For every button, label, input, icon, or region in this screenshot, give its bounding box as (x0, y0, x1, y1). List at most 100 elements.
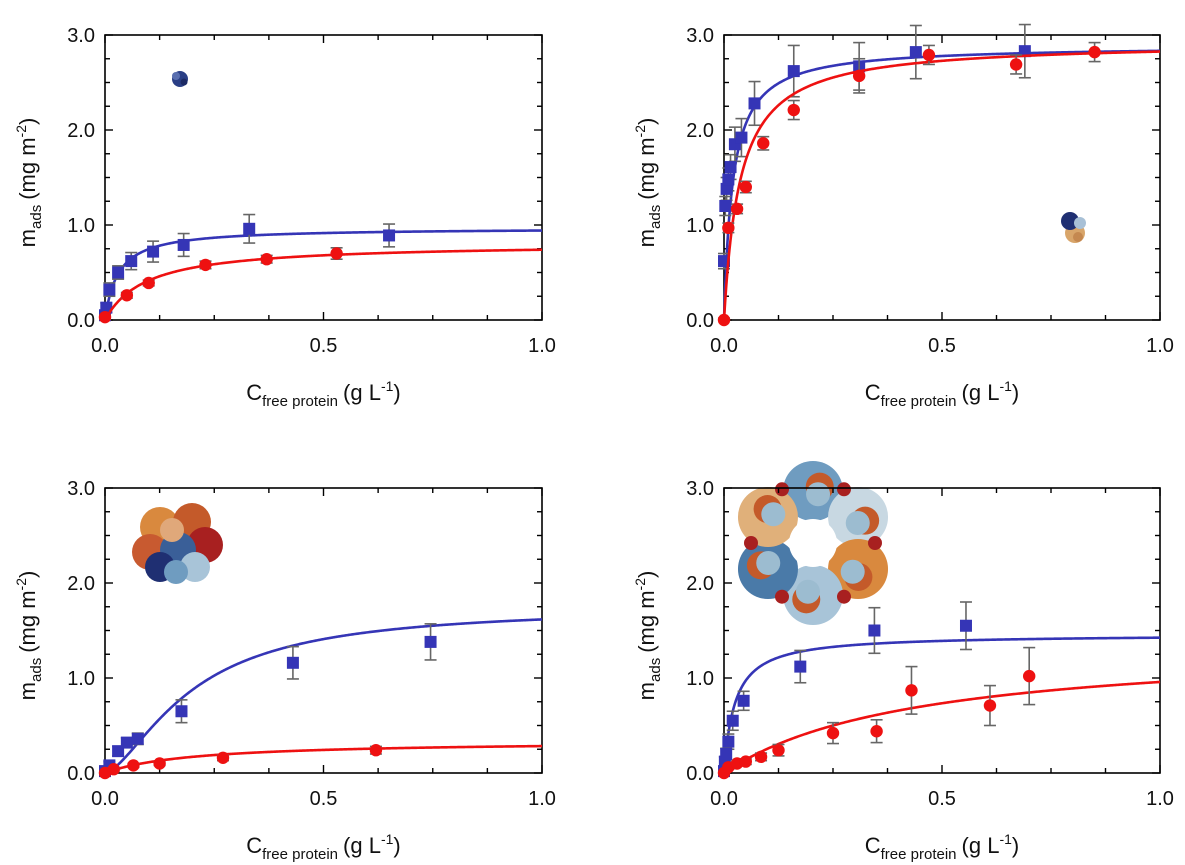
x-axis-title: Cfree protein (g L-1) (246, 378, 400, 410)
data-point-circle (983, 699, 997, 712)
data-point-square (720, 182, 733, 195)
data-point-circle (922, 48, 936, 62)
data-point-circle (739, 180, 752, 194)
x-tick-label: 1.0 (1146, 788, 1174, 810)
data-point-circle (826, 726, 840, 740)
fit-line (722, 636, 1161, 774)
x-tick-label: 0.5 (928, 335, 956, 357)
data-point-circle (730, 202, 744, 216)
data-point-circle (260, 253, 273, 266)
fit-line (104, 618, 543, 775)
data-point-square (959, 619, 972, 632)
data-point-square (120, 736, 133, 749)
data-point-circle (870, 725, 883, 738)
y-tick-label: 3.0 (686, 478, 714, 500)
data-point-square (724, 161, 737, 174)
data-point-circle (905, 684, 918, 697)
data-point-circle (717, 313, 731, 327)
y-tick-label: 2.0 (686, 573, 714, 595)
data-point-circle (153, 757, 166, 770)
data-point-circle (120, 289, 134, 302)
fit-line (103, 248, 543, 321)
x-tick-label: 0.5 (928, 788, 956, 810)
y-tick-label: 3.0 (686, 25, 714, 47)
fit-line (104, 744, 543, 775)
data-point-square (909, 46, 922, 59)
data-point-circle (142, 276, 155, 290)
y-tick-label: 1.0 (67, 668, 95, 690)
small-globular-protein-icon (172, 71, 188, 87)
y-tick-label: 3.0 (67, 478, 95, 500)
fit-line (723, 680, 1161, 775)
data-point-square (125, 255, 138, 268)
y-tick-label: 0.0 (686, 763, 714, 785)
data-point-circle (98, 310, 112, 324)
chart-panel-top-left: 0.0 1.0 2.0 3.0 0.0 0.5 1.0 Cfree protein (g L-1… (13, 25, 556, 410)
plot-frame (104, 34, 543, 321)
x-tick-label: 0.0 (91, 335, 119, 357)
data-point-square (112, 266, 125, 279)
chart-panel-bottom-left: 0.0 1.0 2.0 3.0 0.0 0.5 1.0 Cfree protein (g L-1… (13, 478, 556, 863)
data-point-square (748, 97, 761, 110)
data-point-circle (1009, 58, 1023, 71)
data-point-square (794, 660, 807, 673)
data-point-square (286, 656, 299, 669)
x-axis-title: Cfree protein (g L-1) (865, 378, 1019, 410)
data-point-square (383, 229, 396, 242)
data-point-square (131, 732, 144, 745)
x-tick-label: 0.0 (91, 788, 119, 810)
data-point-square (147, 245, 160, 258)
data-point-circle (107, 763, 120, 776)
y-axis-title: mads(mg m-2) (632, 118, 664, 248)
data-point-circle (127, 759, 140, 772)
y-tick-label: 3.0 (67, 25, 95, 47)
data-point-circle (772, 744, 785, 757)
fit-line (722, 49, 1161, 321)
chart-panel-top-right: 0.0 1.0 2.0 3.0 0.0 0.5 1.0 Cfree protein (g L-1… (632, 23, 1174, 410)
x-axis-title: Cfree protein (g L-1) (246, 831, 400, 863)
y-tick-label: 1.0 (686, 215, 714, 237)
data-point-square (735, 131, 748, 144)
data-point-square (177, 238, 190, 251)
ring-assembly-protein-icon (737, 461, 889, 625)
data-point-square (719, 200, 732, 212)
data-point-circle (1022, 669, 1036, 683)
data-point-circle (1088, 45, 1101, 59)
data-point-square (722, 173, 735, 186)
chart-panel-bottom-right: 0.0 1.0 2.0 3.0 0.0 0.5 1.0 Cfree protein (g L-1… (632, 461, 1174, 863)
data-point-circle (739, 755, 752, 768)
x-axis-title: Cfree protein (g L-1) (865, 831, 1019, 863)
data-point-circle (216, 751, 230, 764)
y-axis-title: mads(mg m-2) (632, 571, 664, 701)
data-point-square (868, 624, 881, 637)
y-tick-label: 2.0 (67, 120, 95, 142)
data-point-square (720, 748, 733, 760)
x-tick-label: 0.0 (710, 788, 738, 810)
fit-line (722, 50, 1161, 321)
y-axis-title: mads(mg m-2) (13, 571, 45, 701)
data-point-square (737, 694, 750, 707)
data-point-circle (754, 750, 768, 764)
y-tick-label: 1.0 (67, 215, 95, 237)
data-point-square (103, 283, 116, 296)
y-tick-label: 2.0 (686, 120, 714, 142)
x-tick-label: 1.0 (1146, 335, 1174, 357)
x-tick-label: 0.5 (310, 335, 338, 357)
x-tick-label: 1.0 (528, 788, 556, 810)
x-tick-label: 0.0 (710, 335, 738, 357)
data-point-circle (199, 258, 212, 272)
y-axis-title: mads(mg m-2) (13, 118, 45, 248)
data-point-circle (757, 137, 770, 150)
data-point-square (787, 65, 800, 78)
fit-line (103, 229, 543, 321)
y-tick-label: 0.0 (686, 310, 714, 332)
data-point-circle (787, 103, 800, 117)
oligomer-protein-icon (132, 503, 223, 584)
x-tick-label: 1.0 (528, 335, 556, 357)
data-point-square (243, 222, 256, 235)
data-point-circle (330, 247, 343, 260)
dimer-protein-icon (1061, 212, 1086, 243)
data-point-circle (369, 744, 383, 757)
data-point-square (424, 635, 437, 648)
